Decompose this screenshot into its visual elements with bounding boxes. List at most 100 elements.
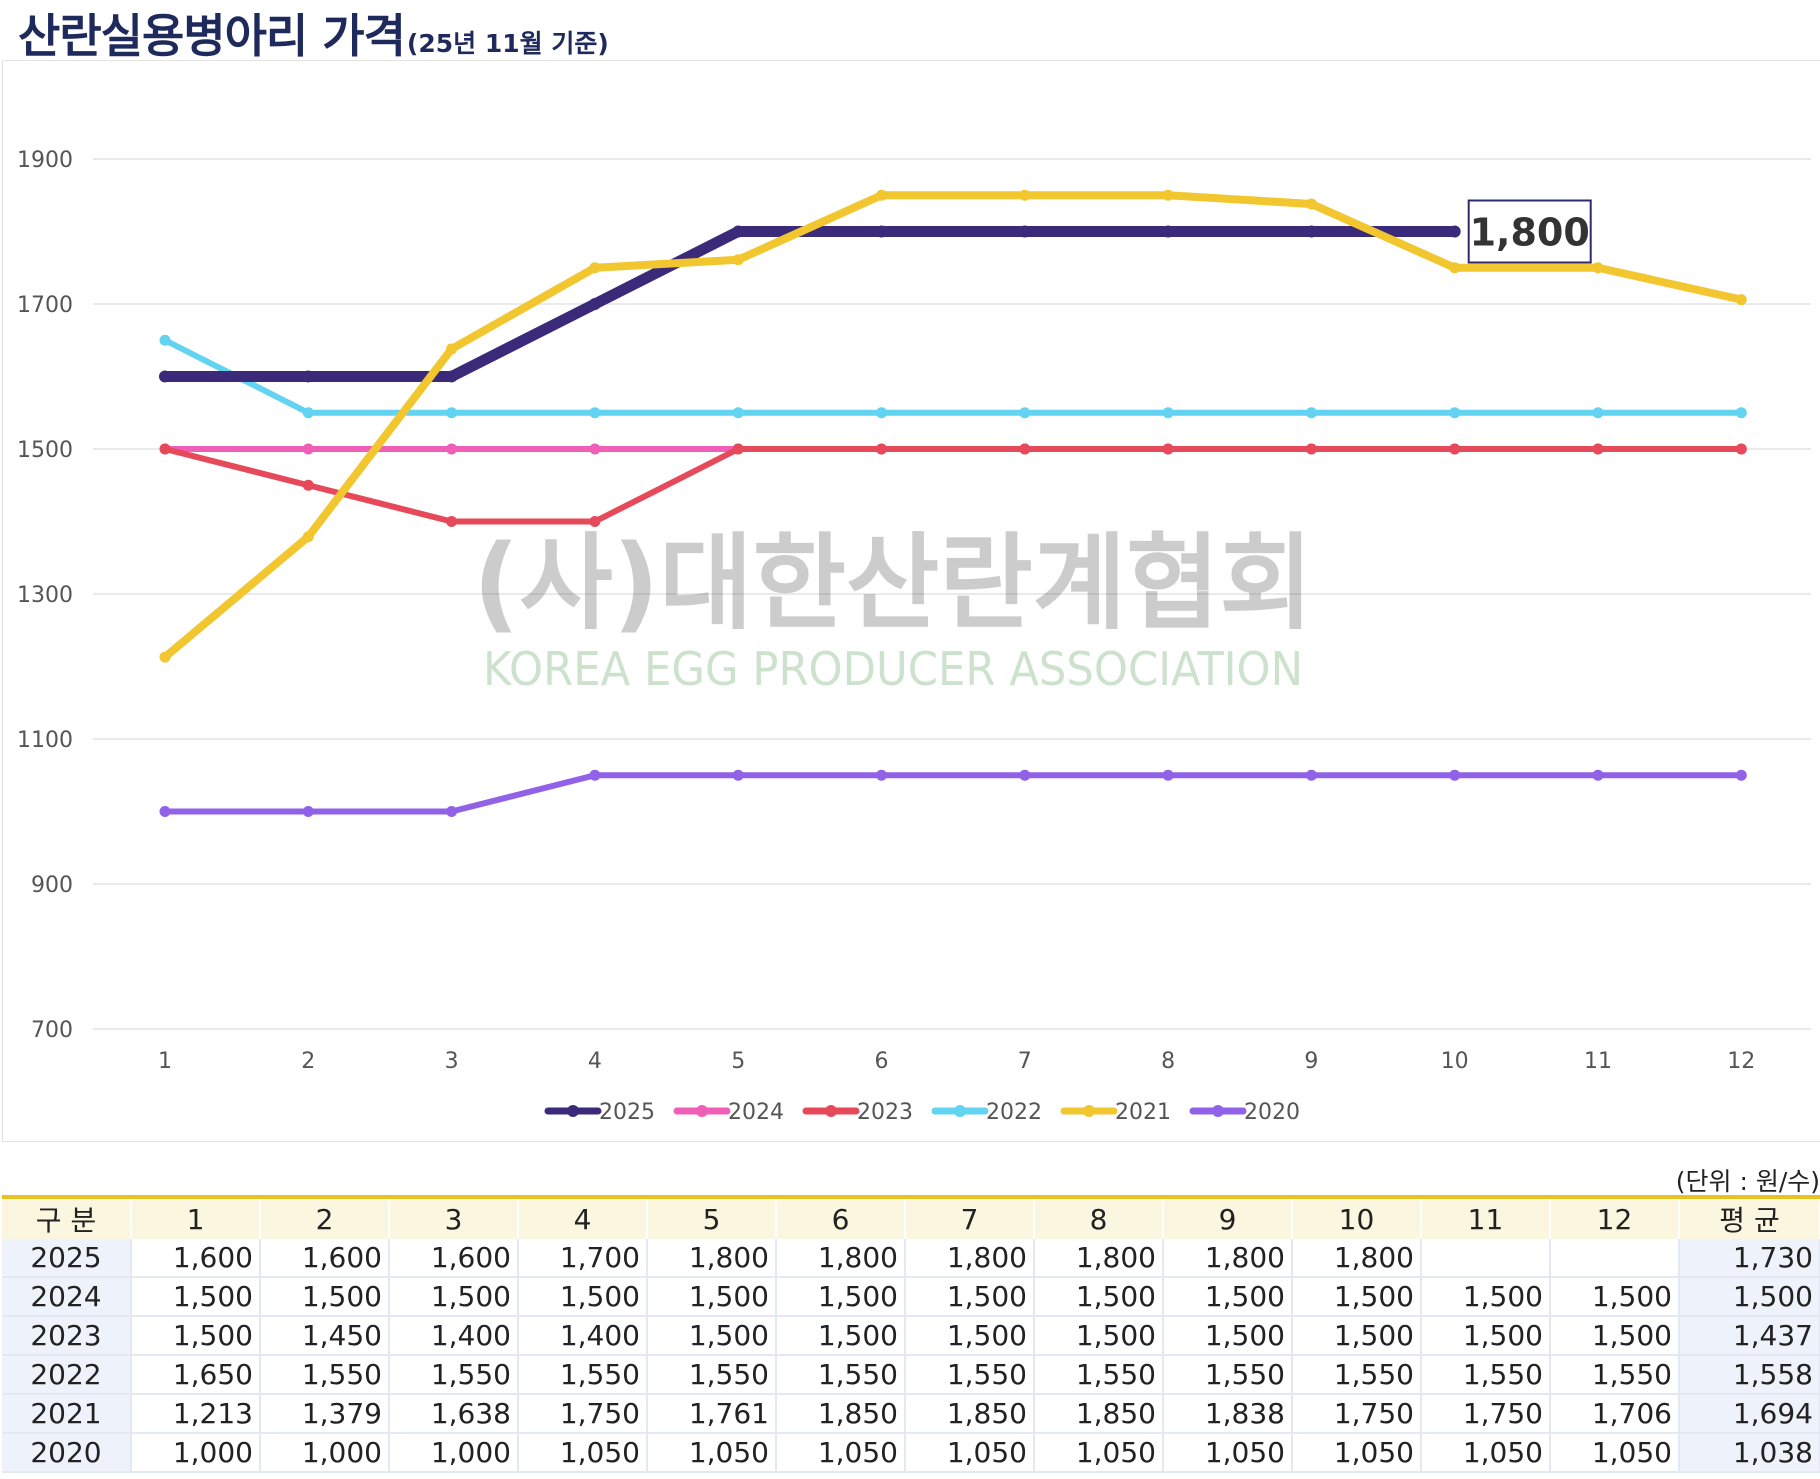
row-year: 2020 [2,1433,132,1473]
legend-marker [1083,1105,1095,1117]
data-point [1162,769,1174,781]
price-cell: 1,850 [905,1394,1035,1434]
price-cell: 1,650 [131,1355,261,1395]
header-month: 4 [518,1197,648,1239]
x-tick-label: 8 [1161,1049,1175,1074]
legend-label: 2020 [1244,1100,1300,1125]
price-cell: 1,600 [389,1239,519,1278]
page-subtitle: (25년 11월 기준) [406,29,609,58]
price-cell: 1,500 [1034,1277,1164,1317]
price-cell: 1,850 [776,1394,906,1434]
price-cell: 1,500 [131,1316,261,1356]
data-point [1019,443,1031,455]
data-point [446,407,458,419]
y-tick-label: 1500 [17,438,73,463]
data-point [1305,407,1317,419]
data-point [589,407,601,419]
chart-panel: (사)대한산란계협회 KOREA EGG PRODUCER ASSOCIATIO… [2,60,1820,1142]
legend-marker [954,1105,966,1117]
data-point [589,769,601,781]
price-cell: 1,500 [1421,1277,1551,1317]
table-row: 2021 1,213 1,379 1,638 1,750 1,761 1,850 1,850 1… [2,1394,1820,1434]
data-point [876,407,887,419]
header-month: 7 [905,1197,1035,1239]
data-point [302,531,314,543]
table-row: 2022 1,650 1,550 1,550 1,550 1,550 1,550 1,550 1… [2,1355,1820,1395]
price-cell: 1,500 [1421,1316,1551,1356]
data-point [446,806,458,817]
price-cell: 1,800 [905,1239,1035,1278]
price-cell: 1,400 [518,1316,648,1356]
legend-marker [825,1105,837,1117]
data-point [876,189,887,201]
legend-item-2024: 2024 [673,1100,784,1125]
row-average: 1,558 [1679,1355,1820,1395]
row-average: 1,694 [1679,1394,1820,1434]
series-2020 [159,769,1747,817]
y-tick-label: 1900 [17,148,73,173]
price-cell: 1,500 [776,1277,906,1317]
price-cell: 1,050 [776,1433,906,1473]
series-line-2020 [162,772,1745,815]
line-chart: (사)대한산란계협회 KOREA EGG PRODUCER ASSOCIATIO… [17,148,1811,1125]
y-tick-label: 700 [31,1018,73,1043]
price-cell [1421,1239,1551,1278]
data-point [1305,443,1317,455]
header-month: 5 [647,1197,777,1239]
data-point [1592,443,1604,455]
watermark: (사)대한산란계협회 KOREA EGG PRODUCER ASSOCIATIO… [473,522,1313,696]
x-tick-label: 4 [588,1049,602,1074]
price-cell: 1,800 [647,1239,777,1278]
series-2023 [159,443,1747,527]
header-month: 12 [1550,1197,1680,1239]
row-average: 1,500 [1679,1277,1820,1317]
data-point [159,370,171,383]
row-average: 1,038 [1679,1433,1820,1473]
page-title: 산란실용병아리 가격 [18,9,406,63]
x-tick-label: 5 [731,1049,745,1074]
price-cell: 1,050 [1550,1433,1680,1473]
header-month: 8 [1034,1197,1164,1239]
data-point [446,516,458,527]
price-cell: 1,550 [1034,1355,1164,1395]
data-point [1735,294,1747,306]
table-header-row: 구 분 1 2 3 4 5 6 7 8 9 10 11 12 평 균 [2,1197,1820,1239]
data-point [446,343,458,355]
price-cell: 1,000 [260,1433,390,1473]
legend-marker [696,1105,708,1117]
data-point [732,769,744,781]
data-point [445,370,458,383]
data-point [1305,225,1318,238]
row-year: 2023 [2,1316,132,1356]
x-tick-label: 12 [1727,1049,1755,1074]
data-point [732,225,745,238]
price-cell: 1,850 [1034,1394,1164,1434]
price-cell: 1,750 [1292,1394,1422,1434]
price-cell: 1,000 [389,1433,519,1473]
x-tick-label: 1 [158,1049,172,1074]
price-cell: 1,550 [260,1355,390,1395]
legend-label: 2023 [857,1100,913,1125]
x-tick-label: 7 [1018,1049,1032,1074]
data-point [1018,225,1031,238]
price-cell: 1,550 [1292,1355,1422,1395]
header-average: 평 균 [1679,1197,1820,1239]
price-cell: 1,500 [1550,1277,1680,1317]
data-point [1449,262,1461,274]
header-month: 11 [1421,1197,1551,1239]
price-cell: 1,600 [131,1239,261,1278]
data-point [1592,769,1604,781]
price-cell: 1,050 [905,1433,1035,1473]
price-cell: 1,500 [1163,1316,1293,1356]
table-row: 2024 1,500 1,500 1,500 1,500 1,500 1,500 1,500 1… [2,1277,1820,1317]
price-cell: 1,550 [905,1355,1035,1395]
data-point [732,254,744,266]
legend: 2025 2024 2023 2022 2021 2020 [544,1100,1300,1125]
header-month: 10 [1292,1197,1422,1239]
price-cell: 1,500 [1550,1316,1680,1356]
price-cell: 1,450 [260,1316,390,1356]
data-point [1162,225,1175,238]
row-year: 2021 [2,1394,132,1434]
header-category: 구 분 [2,1197,132,1239]
table-row: 2023 1,500 1,450 1,400 1,400 1,500 1,500 1,500 1… [2,1316,1820,1356]
